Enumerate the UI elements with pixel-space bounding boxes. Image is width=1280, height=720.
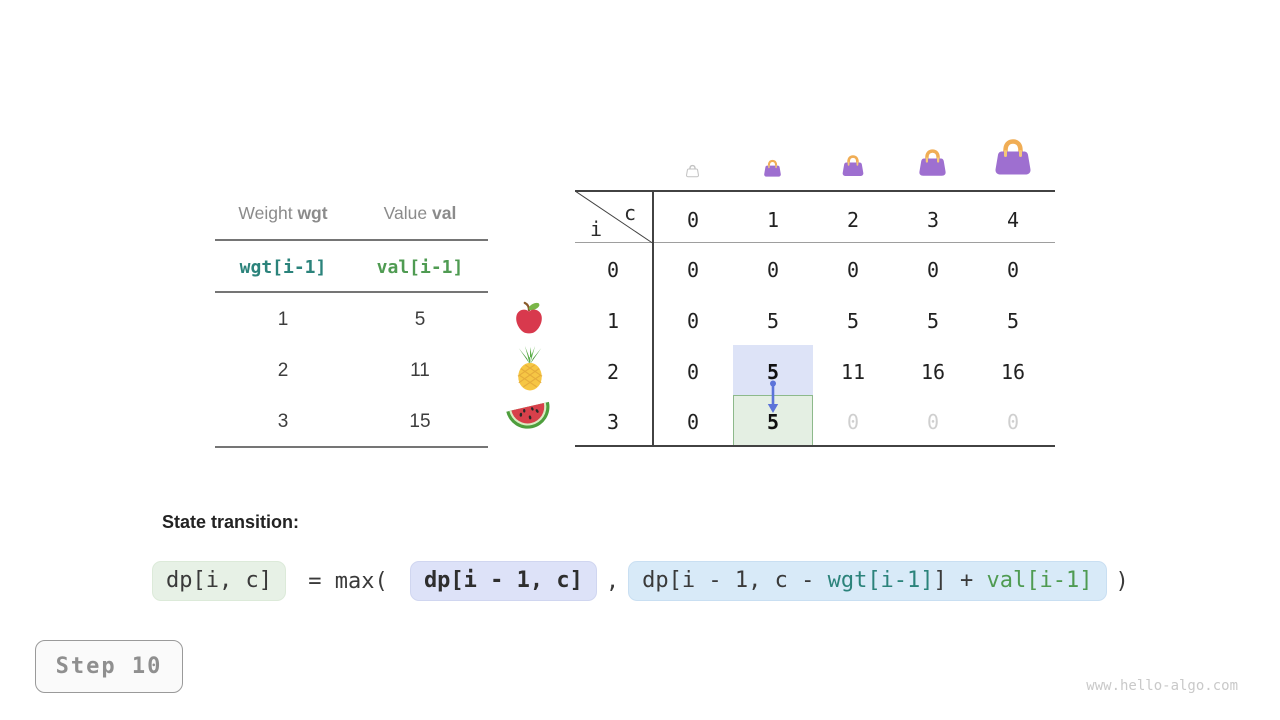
formula-arg2-mid: ] +: [933, 568, 987, 593]
dp-cell-r0c2: 0: [846, 258, 860, 282]
items-table: Weight wgt Value val wgt[i-1] val[i-1] 1…: [215, 196, 488, 448]
dp-cell-r2c3: 16: [920, 360, 946, 384]
formula-arg2-wgt-term: wgt[i-1]: [827, 568, 934, 593]
dp-row-label-2: 2: [606, 360, 620, 384]
dp-corner-col-var: c: [624, 201, 637, 225]
item-weight-1: 1: [277, 309, 289, 330]
bag-icon-capacity-3: [919, 149, 946, 176]
dp-col-header-3: 3: [926, 208, 940, 232]
formula-arg2-val-term: val[i-1]: [986, 568, 1093, 593]
dp-cell-r0c4: 0: [1006, 258, 1020, 282]
dp-table-header-rule: [575, 242, 1055, 244]
value-column-header: Value val: [352, 196, 488, 230]
dp-cell-r1c0: 0: [686, 309, 700, 333]
dp-table-bottom-rule: [575, 445, 1055, 447]
step-indicator-label: Step 10: [55, 654, 163, 679]
weight-label: Weight: [238, 203, 298, 223]
val-index-expression: val[i-1]: [376, 257, 464, 278]
dp-cell-r1c1: 5: [766, 309, 780, 333]
items-table-header-rule: [215, 239, 488, 241]
dp-cell-r2c0: 0: [686, 360, 700, 384]
formula-operator: = max(: [294, 568, 401, 594]
wgt-index-expression: wgt[i-1]: [239, 257, 327, 278]
dp-cell-r3c3: 0: [926, 410, 940, 434]
dp-row-label-0: 0: [606, 258, 620, 282]
dp-row-label-3: 3: [606, 410, 620, 434]
dp-cell-r2c1-source: 5: [766, 360, 780, 384]
item-value-3: 15: [409, 411, 431, 432]
watermelon-icon: [506, 401, 550, 429]
dp-cell-r0c3: 0: [926, 258, 940, 282]
formula-separator: ,: [605, 568, 620, 594]
dp-cell-r0c1: 0: [766, 258, 780, 282]
dp-cell-r1c4: 5: [1006, 309, 1020, 333]
state-transition-formula: dp[i, c] = max( dp[i - 1, c] , dp[i - 1,…: [152, 560, 1129, 602]
pineapple-icon: [517, 346, 543, 391]
dp-cell-r1c2: 5: [846, 309, 860, 333]
watermark: www.hello-algo.com: [1086, 678, 1238, 694]
item-value-2: 11: [410, 360, 430, 381]
formula-arg2-box: dp[i - 1, c - wgt[i-1]] + val[i-1]: [628, 561, 1107, 601]
dp-corner-diagonal: [575, 191, 652, 244]
bag-icon-capacity-2: [842, 155, 864, 177]
item-weight-3: 3: [277, 411, 289, 432]
dp-col-header-2: 2: [846, 208, 860, 232]
formula-arg1-box: dp[i - 1, c]: [409, 561, 597, 601]
dp-table-vertical-rule: [652, 190, 654, 447]
dp-row-label-1: 1: [606, 309, 620, 333]
wgt-code-label: wgt: [297, 203, 328, 223]
dp-table-top-rule: [575, 189, 1055, 192]
dp-cell-r3c0: 0: [686, 410, 700, 434]
dp-col-header-4: 4: [1006, 208, 1020, 232]
items-table-bottom-rule: [215, 446, 488, 448]
dp-cell-r3c2: 0: [846, 410, 860, 434]
items-table-index-rule: [215, 291, 488, 293]
dp-corner-row-var: i: [590, 217, 603, 241]
dp-cell-r2c4: 16: [1000, 360, 1026, 384]
weight-column-header: Weight wgt: [215, 196, 351, 230]
state-transition-heading: State transition:: [162, 512, 300, 532]
bag-icon-capacity-4: [995, 139, 1031, 175]
formula-closing-paren: ): [1115, 568, 1129, 594]
apple-icon: [516, 301, 542, 334]
bag-icon-capacity-1: [764, 159, 781, 177]
dp-cell-r0c0: 0: [686, 258, 700, 282]
dp-col-header-0: 0: [686, 208, 700, 232]
formula-lhs-box: dp[i, c]: [152, 561, 286, 601]
formula-arg2-pre: dp[i - 1, c -: [642, 568, 828, 593]
val-code-label: val: [432, 203, 457, 223]
dp-cell-r3c1-target: 5: [766, 410, 780, 434]
dp-col-header-1: 1: [766, 208, 780, 232]
dp-cell-r3c4: 0: [1006, 410, 1020, 434]
dp-cell-r2c2: 11: [840, 360, 866, 384]
item-weight-2: 2: [277, 360, 289, 381]
dp-cell-r1c3: 5: [926, 309, 940, 333]
value-label: Value: [383, 203, 432, 223]
bag-icon-capacity-0: [686, 164, 699, 178]
step-indicator: Step 10: [35, 640, 183, 693]
item-value-1: 5: [414, 309, 426, 330]
transition-arrow-icon: [767, 380, 779, 413]
